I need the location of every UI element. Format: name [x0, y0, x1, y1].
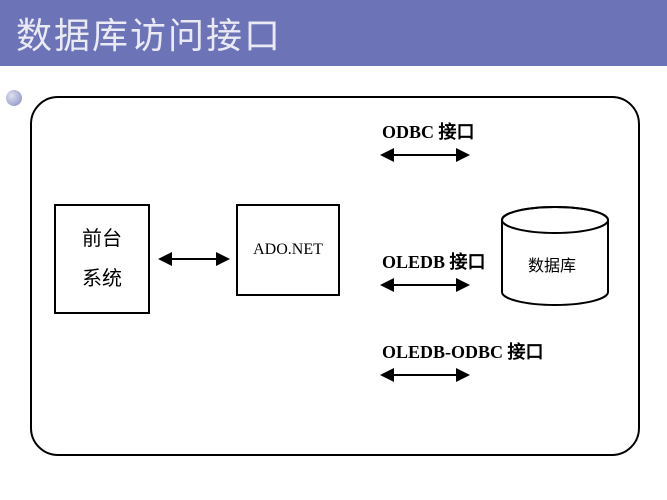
slide-title: 数据库访问接口	[16, 7, 282, 59]
label-odbc: ODBC 接口	[382, 118, 475, 144]
label-oledb: OLEDB 接口	[382, 248, 486, 274]
arrow-front-adonet	[160, 258, 228, 260]
box-frontend-system: 前台 系统	[54, 204, 150, 314]
database-label: 数据库	[528, 252, 576, 276]
arrow-oledb	[382, 284, 468, 286]
label-oledb-odbc: OLEDB-ODBC 接口	[382, 338, 544, 364]
slide-header: 数据库访问接口	[0, 0, 667, 70]
text-adonet: ADO.NET	[253, 242, 323, 258]
text-front-line1: 前台	[82, 219, 122, 259]
box-adonet: ADO.NET	[236, 204, 340, 296]
bullet-icon	[6, 90, 22, 106]
text-front-line2: 系统	[82, 259, 122, 299]
arrow-odbc	[382, 154, 468, 156]
arrow-oledb-odbc	[382, 374, 468, 376]
